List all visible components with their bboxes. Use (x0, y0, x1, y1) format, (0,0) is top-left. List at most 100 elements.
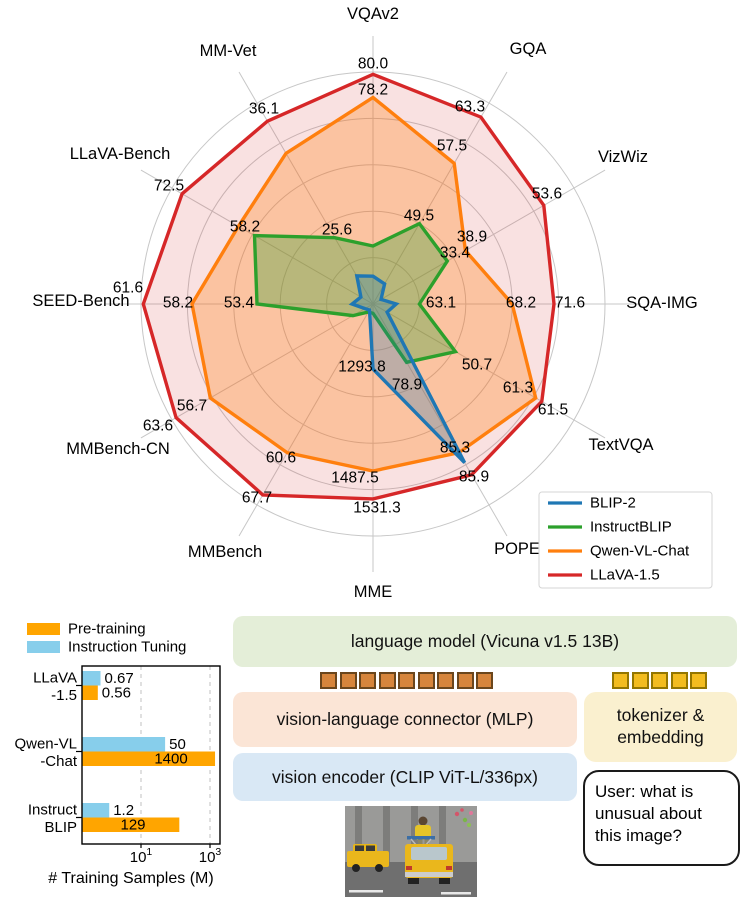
bar-value-label: 50 (169, 736, 186, 753)
wheel (408, 878, 419, 884)
building-pillar (383, 806, 390, 862)
building-pillar (439, 806, 446, 862)
storefront-flowers (454, 811, 460, 817)
text-token (651, 672, 668, 689)
taxi-rear-window (411, 847, 447, 860)
radar-value-label: 25.6 (322, 222, 352, 239)
tokenizer-label-line1: tokenizer & (616, 705, 705, 726)
bar-value-label: 129 (120, 816, 145, 833)
bar-InstructBLIP-Instruction Tuning (82, 803, 110, 818)
connector-label: vision-language connector (MLP) (276, 709, 534, 729)
radar-axis-label-SEED-Bench: SEED-Bench (32, 292, 129, 310)
x-axis-label: # Training Samples (M) (48, 870, 213, 887)
legend-label-InstructBLIP: InstructBLIP (590, 519, 672, 536)
radar-legend-box (538, 491, 713, 589)
radar-value-label: 61.3 (503, 380, 533, 397)
radar-axis-label-MM-Vet: MM-Vet (200, 42, 257, 60)
radar-axis-label-VizWiz: VizWiz (598, 148, 648, 166)
radar-value-label: 80.0 (358, 56, 389, 73)
language-model-label: language model (Vicuna v1.5 13B) (350, 631, 620, 651)
radar-value-label: 53.4 (224, 295, 255, 312)
radar-chart: 80.0 78.2 63.3 57.5 49.5 53.6 38.933.4 71.6 68.2… (32, 5, 713, 601)
vision-token (437, 672, 454, 689)
radar-spoke-MMBench (238, 303, 374, 537)
legend-label-BLIP-2: BLIP-2 (590, 495, 636, 512)
radar-value-label: 57.5 (437, 138, 467, 155)
radar-value-label: 85.3 (440, 440, 470, 457)
street-photo (345, 806, 477, 897)
radar-value-label: 58.2 (163, 295, 193, 312)
radar-value-label: 36.1 (249, 101, 279, 118)
building-pillar (411, 806, 418, 862)
tokenizer-embedding-box: tokenizer & embedding (584, 692, 737, 762)
building-pillar (355, 806, 362, 862)
person-head (418, 816, 428, 826)
radar-axis-label-GQA: GQA (510, 40, 547, 58)
wheel (375, 864, 383, 872)
radar-axis-label-LLaVA-Bench: LLaVA-Bench (70, 145, 171, 163)
radar-value-label: 58.2 (230, 219, 260, 236)
vision-token (339, 672, 357, 689)
radar-spoke-MM-Vet (238, 71, 374, 305)
user-question-line3: this image? (595, 826, 682, 846)
radar-series-BLIP-2 (348, 274, 467, 464)
x-tick-label: 101 (130, 846, 153, 866)
radar-value-label: 71.6 (555, 295, 585, 312)
taillight (406, 866, 412, 870)
bumper (405, 872, 453, 877)
bar-value-label: 1400 (154, 750, 187, 767)
vision-token (378, 672, 396, 689)
radar-value-label: 68.2 (506, 295, 536, 312)
radar-series-Qwen-VL-Chat (190, 95, 538, 473)
radar-series-InstructBLIP (252, 221, 459, 365)
radar-value-label: 67.7 (242, 490, 272, 507)
radar-value-label: 63.3 (455, 99, 485, 116)
taillight (446, 866, 452, 870)
bar-legend-swatch-Instruction Tuning (27, 641, 60, 653)
user-question-line2: unusual about (595, 804, 702, 824)
radar-axis-label-MMBench: MMBench (188, 543, 262, 561)
text-token (690, 672, 707, 689)
vision-encoder-box: vision encoder (CLIP ViT-L/336px) (233, 753, 577, 801)
radar-axis-label-MMBench-CN: MMBench-CN (66, 440, 170, 458)
taxi-window (366, 845, 375, 853)
wheel (439, 878, 450, 884)
plot-border (81, 665, 221, 845)
user-question-line1: User: what is (595, 782, 694, 801)
vision-token-row (320, 672, 493, 689)
radar-series-LLaVA-1.5 (141, 72, 556, 501)
radar-value-label: 78.9 (392, 377, 422, 394)
user-question-bubble: User: what is unusual about this image? (583, 770, 740, 866)
legend-label-LLaVA-1.5: LLaVA-1.5 (590, 567, 660, 584)
text-token (631, 672, 649, 689)
bar-Qwen-VL-Chat-Pre-training (82, 751, 216, 766)
radar-value-label: 72.5 (154, 178, 184, 195)
bar-value-label: 0.67 (104, 670, 133, 687)
radar-spoke-VizWiz (372, 169, 606, 305)
radar-value-label: 49.5 (404, 208, 434, 225)
radar-spoke-GQA (372, 71, 508, 305)
vision-token (359, 672, 376, 689)
radar-axis-label-TextVQA: TextVQA (588, 436, 653, 454)
radar-value-label: 63.1 (426, 295, 456, 312)
radar-value-label: 1293.8 (338, 359, 385, 376)
bar-value-label: 1.2 (113, 802, 134, 819)
category-label: LLaVA (33, 670, 77, 687)
ironing-board (407, 836, 435, 840)
radar-spoke-MMBench-CN (140, 303, 374, 439)
category-label: -1.5 (51, 687, 77, 704)
text-token-row (612, 672, 707, 689)
bar-InstructBLIP-Pre-training (82, 817, 180, 832)
radar-value-label: 50.7 (462, 357, 492, 374)
bar-LLaVA-1.5-Pre-training (82, 685, 98, 700)
storefront-flowers (469, 811, 473, 815)
bar-legend-label-Pre-training: Pre-training (68, 621, 146, 638)
radar-value-label: 33.4 (440, 245, 471, 262)
storefront-flowers (467, 823, 471, 827)
taxi-window (355, 845, 364, 853)
radar-axis-label-MME: MME (354, 583, 393, 601)
radar-value-label: 85.9 (459, 469, 489, 486)
bar-legend-label-Instruction Tuning: Instruction Tuning (68, 639, 186, 656)
